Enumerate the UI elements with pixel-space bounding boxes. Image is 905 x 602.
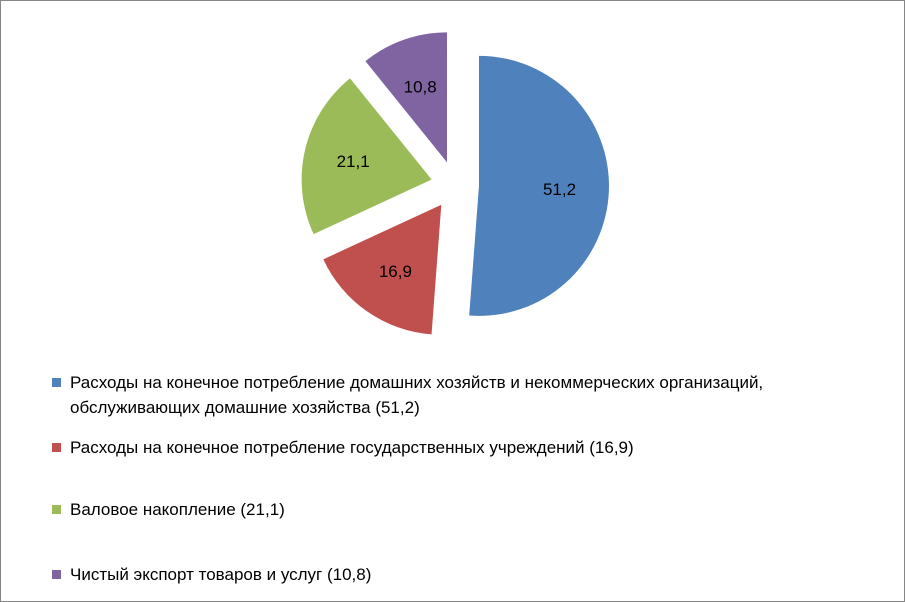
legend-item-households: Расходы на конечное потребление домашних… <box>52 370 870 420</box>
data-label-households: 51,2 <box>543 180 576 199</box>
legend-swatch-net-export <box>52 570 61 579</box>
legend-label-accumulation: Валовое накопление (21,1) <box>70 500 285 519</box>
pie-slice-government <box>323 204 442 335</box>
pie-slices <box>301 32 609 335</box>
legend-swatch-government <box>52 443 61 452</box>
data-label-net-export: 10,8 <box>404 77 437 96</box>
data-label-accumulation: 21,1 <box>337 152 370 171</box>
data-label-government: 16,9 <box>379 262 412 281</box>
legend-item-net-export: Чистый экспорт товаров и услуг (10,8) <box>52 562 870 587</box>
legend-swatch-households <box>52 378 61 387</box>
pie-slice-households <box>469 55 609 316</box>
legend-swatch-accumulation <box>52 505 61 514</box>
pie-slice-accumulation <box>301 78 432 235</box>
legend-label-net-export: Чистый экспорт товаров и услуг (10,8) <box>70 565 372 584</box>
legend-label-government: Расходы на конечное потребление государс… <box>70 438 634 457</box>
pie-slice-net-export <box>365 32 448 163</box>
legend-item-accumulation: Валовое накопление (21,1) <box>52 497 870 522</box>
pie-data-labels: 51,2 16,9 21,1 10,8 <box>337 77 576 281</box>
legend-label-households: Расходы на конечное потребление домашних… <box>70 373 764 417</box>
legend-item-government: Расходы на конечное потребление государс… <box>52 435 870 460</box>
